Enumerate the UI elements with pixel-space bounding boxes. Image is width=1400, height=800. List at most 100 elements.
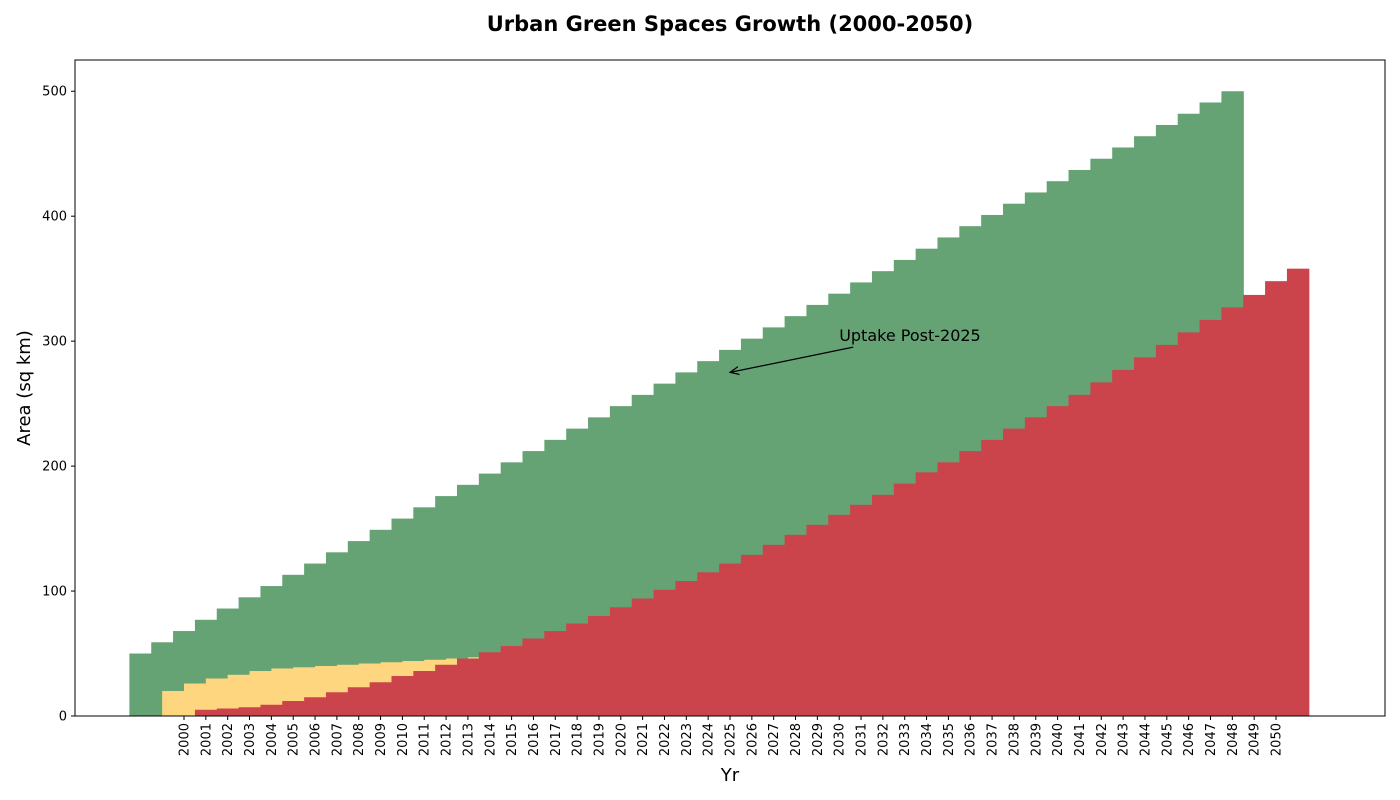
series-3-step-2012 <box>457 658 480 716</box>
x-tick-label: 2017 <box>549 723 564 756</box>
series-3-step-2003 <box>260 704 283 716</box>
x-tick-label: 2001 <box>199 723 214 756</box>
x-tick-label: 2010 <box>396 723 411 756</box>
series-3-step-2032 <box>893 483 917 716</box>
series-3-step-2010 <box>413 671 436 716</box>
series-3-step-2047 <box>1221 307 1244 716</box>
x-tick-label: 2043 <box>1117 723 1132 756</box>
series-3-step-2016 <box>544 631 567 716</box>
y-axis-label: Area (sq km) <box>14 330 35 446</box>
series-3-step-2035 <box>959 451 982 716</box>
series-3-step-2008 <box>369 682 393 716</box>
x-tick-label: 2035 <box>942 723 957 756</box>
annotation-arrow <box>730 346 854 372</box>
x-tick-label: 2033 <box>898 723 913 756</box>
series-2-step-2002 <box>205 678 229 716</box>
x-tick-label: 2032 <box>876 723 891 756</box>
x-tick-label: 2022 <box>658 723 673 756</box>
series-3-step-2004 <box>282 701 305 716</box>
series-3-step-2018 <box>588 616 611 716</box>
series-3-step-2049 <box>1265 281 1288 716</box>
x-tick-label: 2036 <box>964 723 979 756</box>
series-3-step-2030 <box>850 504 873 716</box>
x-tick-label: 2049 <box>1248 723 1263 756</box>
x-tick-label: 2028 <box>789 723 804 756</box>
x-tick-label: 2046 <box>1182 723 1197 756</box>
series-3-step-2006 <box>325 692 349 716</box>
series-3-step-2000 <box>194 709 218 716</box>
x-tick-label: 2004 <box>265 723 280 756</box>
x-tick-label: 2014 <box>483 723 498 756</box>
series-3-step-2028 <box>806 524 829 716</box>
y-tick-label: 400 <box>42 210 67 225</box>
x-tick-label: 2038 <box>1007 723 1022 756</box>
x-tick-label: 2026 <box>745 723 760 756</box>
series-3-step-2029 <box>828 514 851 716</box>
series-layer <box>129 91 1310 717</box>
series-3-step-2025 <box>740 554 764 716</box>
y-tick-label: 100 <box>42 585 67 600</box>
x-tick-label: 2029 <box>811 723 826 756</box>
x-tick-label: 2003 <box>243 723 258 756</box>
x-tick-label: 2023 <box>680 723 695 756</box>
series-3-step-2023 <box>697 572 720 716</box>
x-tick-label: 2002 <box>221 723 236 756</box>
series-2-step-2003 <box>227 674 251 716</box>
x-tick-label: 2045 <box>1160 723 1175 756</box>
x-tick-label: 2050 <box>1270 723 1285 756</box>
x-tick-label: 2025 <box>724 723 739 756</box>
x-tick-label: 2048 <box>1226 723 1241 756</box>
series-3-step-2038 <box>1024 417 1048 716</box>
x-tick-label: 2040 <box>1051 723 1066 756</box>
series-3 <box>194 268 1310 716</box>
series-1-step-2000 <box>129 653 152 716</box>
x-tick-label: 2013 <box>461 723 476 756</box>
x-tick-label: 2031 <box>855 723 870 756</box>
x-tick-label: 2021 <box>636 723 651 756</box>
x-tick-label: 2019 <box>592 723 607 756</box>
series-3-step-2031 <box>871 494 895 716</box>
series-3-step-2022 <box>675 581 698 716</box>
series-3-step-2043 <box>1134 357 1157 716</box>
x-tick-label: 2009 <box>374 723 389 756</box>
y-axis: 0 100 200 300 400 500 <box>42 85 75 725</box>
x-axis: 2000 2001 2002 2003 2004 2005 2006 2007 2008 2009… <box>178 716 1285 756</box>
series-3-step-2040 <box>1068 394 1091 716</box>
y-tick-label: 500 <box>42 85 67 100</box>
series-3-step-2039 <box>1046 406 1070 716</box>
series-3-step-2013 <box>478 652 502 716</box>
x-tick-label: 2011 <box>418 723 433 756</box>
annotation-text: Uptake Post-2025 <box>839 326 981 345</box>
series-3-step-2036 <box>981 439 1004 716</box>
x-tick-label: 2015 <box>505 723 520 756</box>
series-3-step-2017 <box>566 623 589 716</box>
x-tick-label: 2027 <box>767 723 782 756</box>
series-3-step-2042 <box>1112 369 1135 716</box>
series-3-step-2001 <box>216 708 240 716</box>
series-3-step-2027 <box>784 534 808 716</box>
x-tick-label: 2037 <box>986 723 1001 756</box>
x-tick-label: 2024 <box>702 723 717 756</box>
series-3-step-2033 <box>915 472 939 716</box>
x-tick-label: 2008 <box>352 723 367 756</box>
series-3-step-2015 <box>522 638 545 716</box>
series-3-step-2005 <box>304 697 327 716</box>
x-tick-label: 2041 <box>1073 723 1088 756</box>
series-3-step-2020 <box>631 598 655 716</box>
x-tick-label: 2047 <box>1204 723 1219 756</box>
x-tick-label: 2018 <box>571 723 586 756</box>
x-tick-label: 2007 <box>330 723 345 756</box>
series-3-step-2021 <box>653 589 676 716</box>
x-tick-label: 2012 <box>440 723 455 756</box>
series-3-step-2050 <box>1286 268 1310 716</box>
series-3-step-2007 <box>347 687 371 716</box>
series-3-step-2011 <box>435 664 458 716</box>
x-tick-label: 2016 <box>527 723 542 756</box>
series-3-step-2045 <box>1177 332 1201 716</box>
series-2-step-2001 <box>184 683 207 716</box>
series-3-step-2044 <box>1155 344 1179 716</box>
x-axis-label: Yr <box>720 765 740 786</box>
series-3-step-2002 <box>238 707 262 716</box>
x-tick-label: 2000 <box>178 723 193 756</box>
